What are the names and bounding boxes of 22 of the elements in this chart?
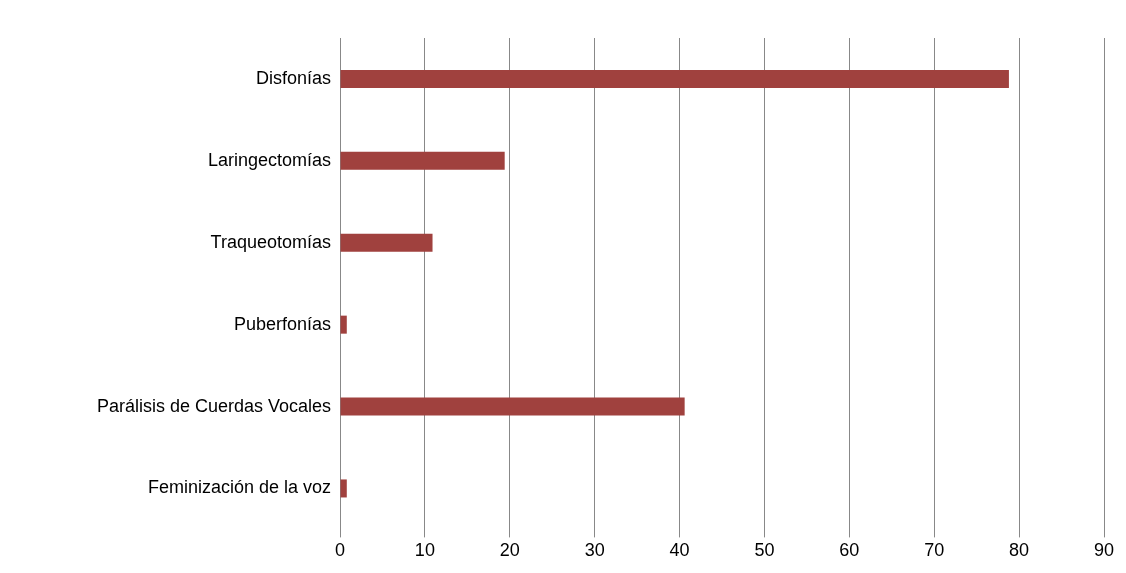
bar bbox=[340, 233, 433, 252]
x-tick-label: 60 bbox=[839, 540, 860, 561]
bar bbox=[340, 315, 347, 334]
x-tick-label: 40 bbox=[669, 540, 690, 561]
y-tick-label: Puberfonías bbox=[233, 313, 331, 334]
x-tick-label: 20 bbox=[499, 540, 520, 561]
x-tick-label: 50 bbox=[754, 540, 775, 561]
bar bbox=[340, 151, 505, 170]
x-tick-label: 90 bbox=[1093, 540, 1115, 561]
bar bbox=[340, 479, 347, 498]
x-tick-label: 70 bbox=[924, 540, 945, 561]
x-tick-label: 80 bbox=[1009, 540, 1030, 561]
x-tick-label: 10 bbox=[414, 540, 435, 561]
bar bbox=[340, 397, 685, 416]
y-tick-label: Disfonías bbox=[255, 67, 331, 88]
x-tick-label: 0 bbox=[334, 540, 346, 561]
y-tick-label: Laringectomías bbox=[207, 149, 331, 170]
y-tick-label: Traqueotomías bbox=[210, 231, 331, 252]
y-tick-label: Parálisis de Cuerdas Vocales bbox=[96, 395, 331, 416]
x-tick-label: 30 bbox=[584, 540, 605, 561]
bar bbox=[340, 69, 1009, 88]
y-tick-label: Feminización de la voz bbox=[147, 477, 331, 498]
